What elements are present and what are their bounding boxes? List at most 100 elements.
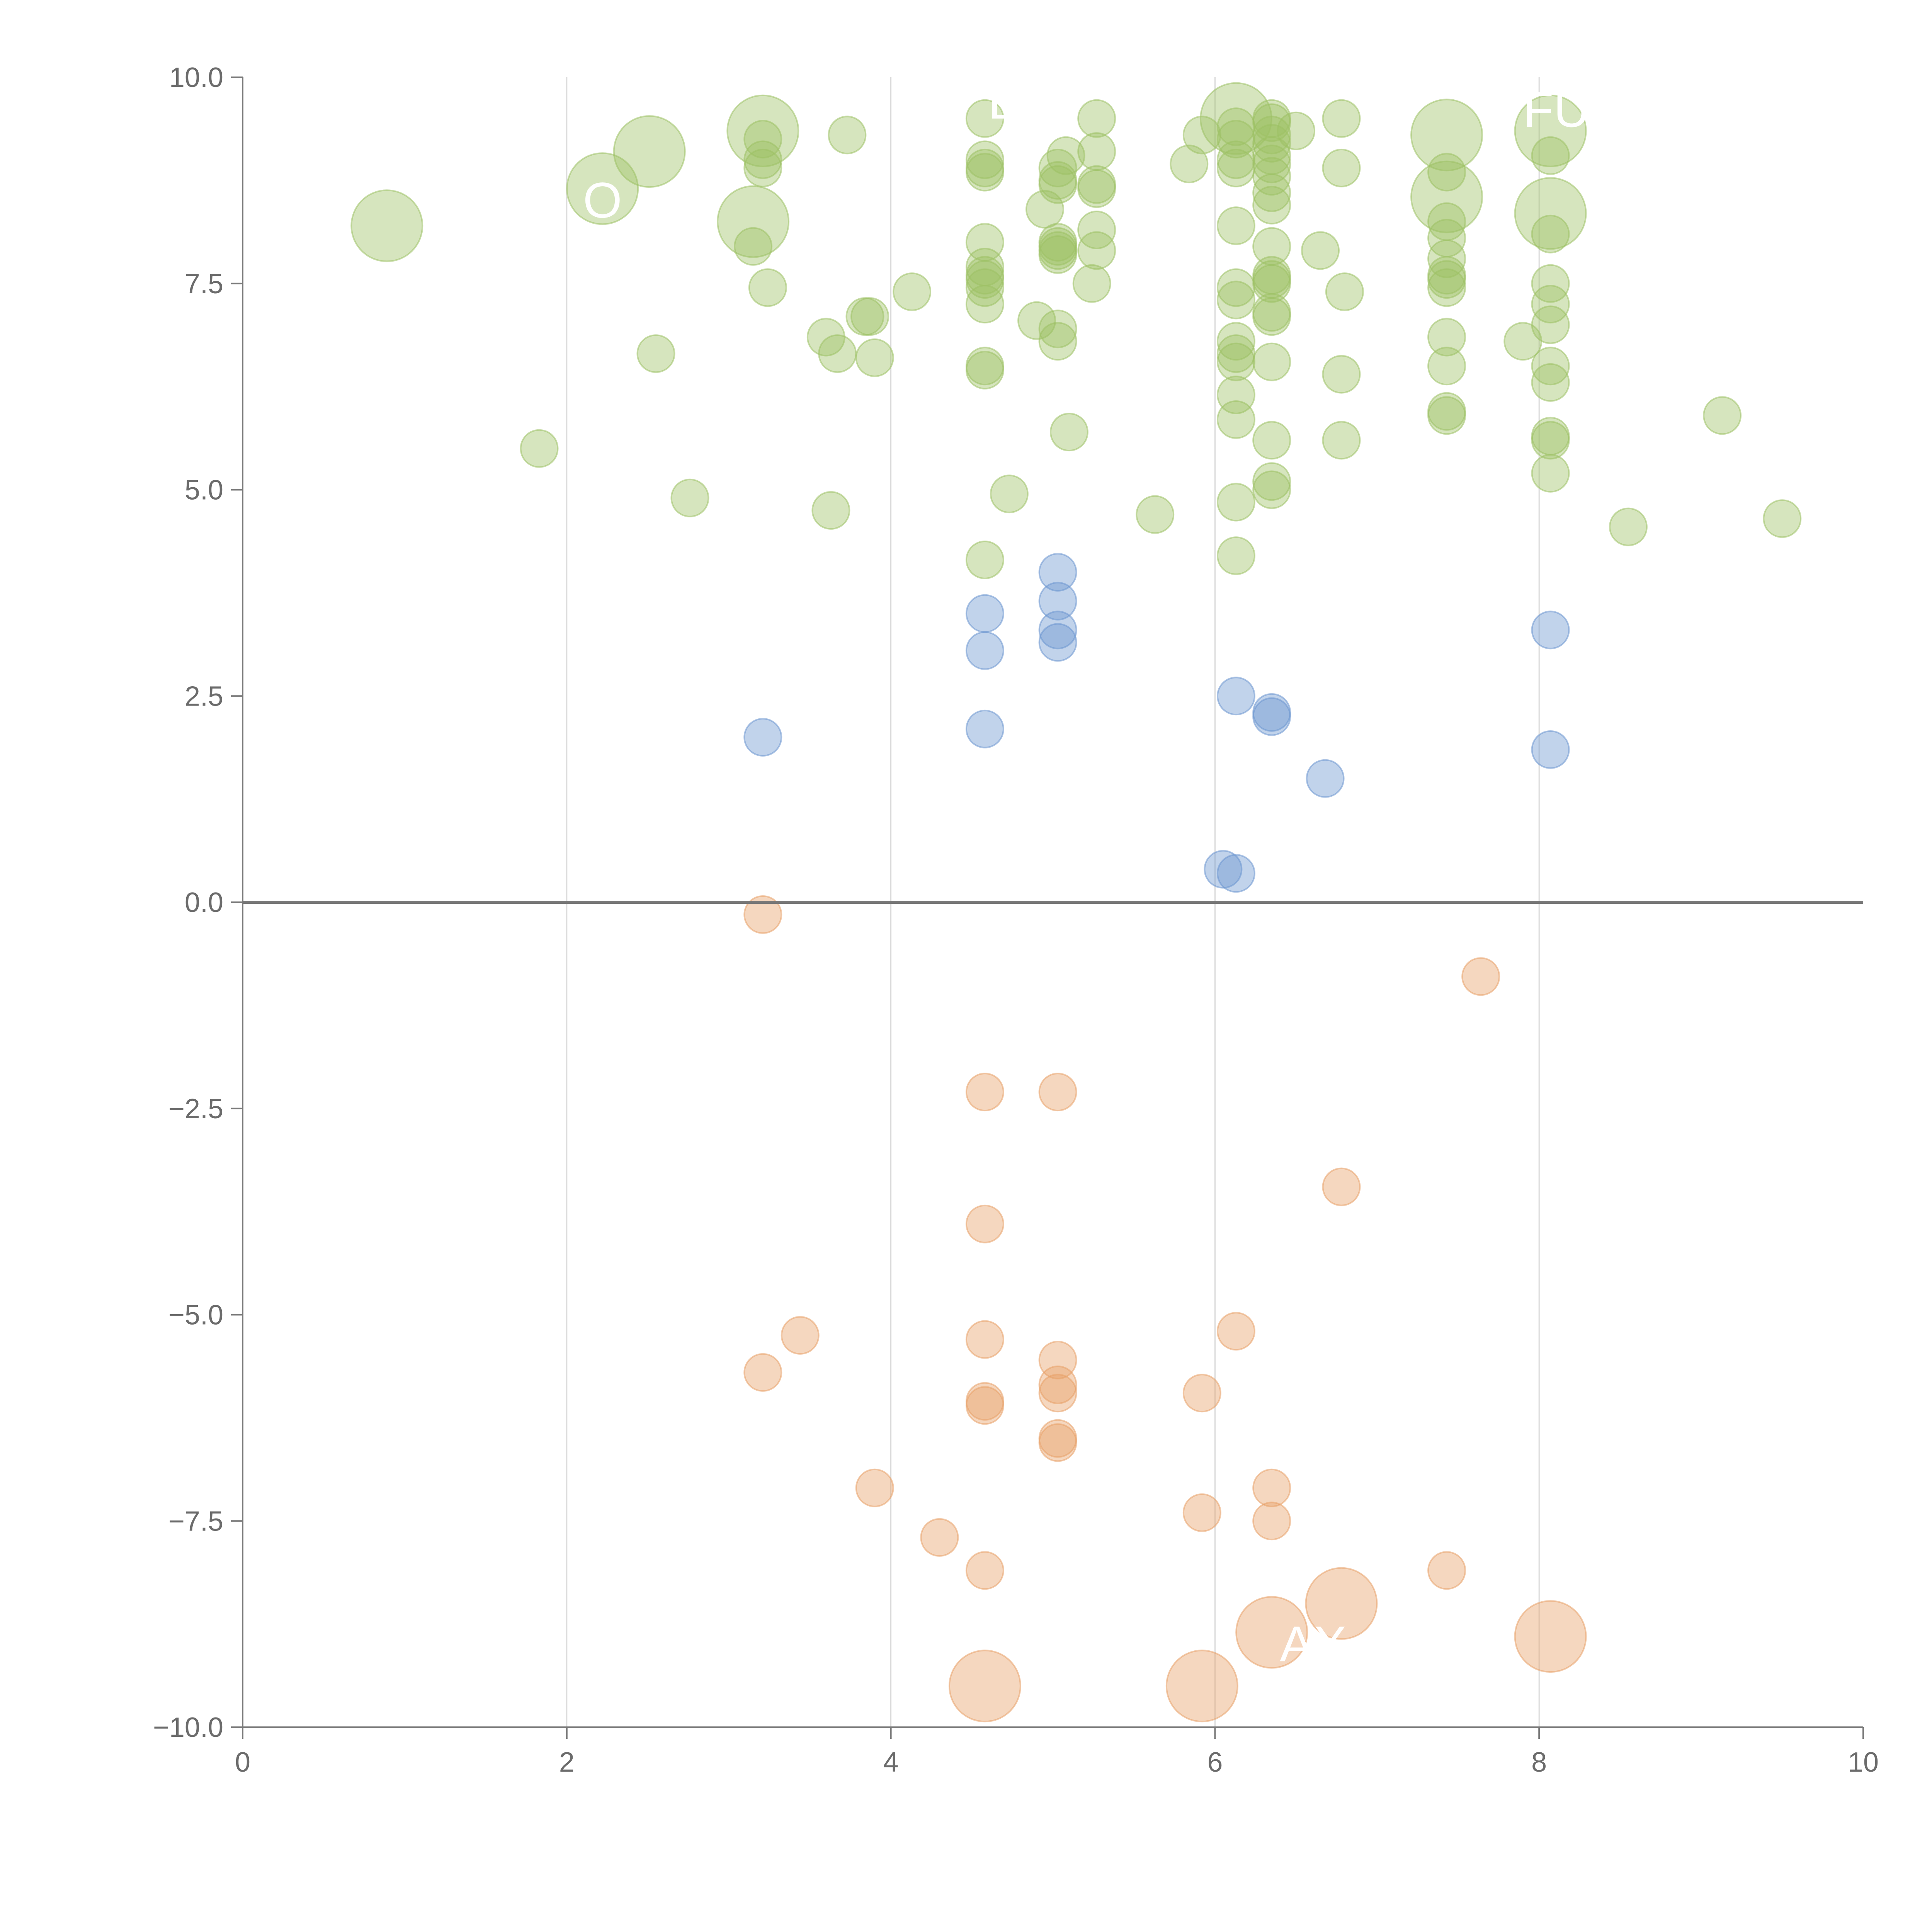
green-point-35: [965, 285, 1004, 324]
green-point-65: [1216, 140, 1255, 179]
x-tick-label-5: 10: [1848, 1747, 1879, 1778]
green-point-50: [1038, 322, 1077, 361]
green-point-111: [1427, 347, 1466, 386]
green-point-21: [828, 116, 867, 155]
green-point-10: [520, 429, 559, 468]
x-tick-label-3: 6: [1207, 1747, 1223, 1778]
green-point-52: [1049, 413, 1088, 452]
green-point-119: [1531, 305, 1570, 344]
green-point-6: [1410, 99, 1483, 172]
orange-point-26: [1165, 1650, 1238, 1723]
blue-point-8: [1204, 850, 1243, 889]
orange-point-21: [1252, 1502, 1291, 1541]
y-tick-label-1: 7.5: [185, 269, 223, 299]
green-point-61: [1170, 145, 1209, 184]
green-point-103: [1427, 153, 1466, 192]
green-point-39: [990, 474, 1029, 514]
green-point-95: [1252, 470, 1291, 509]
y-tick-label-2: 5.0: [185, 475, 223, 506]
orange-point-10: [965, 1551, 1004, 1590]
blue-point-0: [743, 718, 782, 757]
x-tick-label-4: 8: [1531, 1747, 1547, 1778]
green-point-124: [1531, 454, 1570, 493]
green-point-101: [1322, 421, 1361, 460]
overlay-label-0: E: [988, 73, 1022, 129]
x-tick-label-1: 2: [559, 1747, 575, 1778]
orange-point-5: [965, 1073, 1004, 1112]
green-point-93: [1252, 421, 1291, 460]
y-tick-label-4: 0.0: [185, 887, 223, 918]
green-point-0: [350, 189, 423, 262]
orange-point-19: [1216, 1312, 1255, 1351]
green-point-108: [1427, 260, 1466, 299]
overlay-label-1: FULL: [1523, 81, 1646, 138]
green-point-62: [1182, 116, 1221, 155]
blue-point-1: [965, 594, 1004, 633]
orange-point-18: [1182, 1493, 1221, 1532]
green-point-34: [965, 268, 1004, 307]
green-point-37: [965, 350, 1004, 389]
orange-point-20: [1252, 1468, 1291, 1507]
orange-point-13: [1038, 1366, 1077, 1404]
green-point-89: [1252, 264, 1291, 303]
data-points: [350, 82, 1802, 1723]
green-point-15: [743, 120, 782, 159]
overlay-label-2: O: [583, 172, 622, 228]
orange-point-16: [1038, 1423, 1077, 1462]
orange-point-7: [965, 1320, 1004, 1359]
x-tick-label-0: 0: [235, 1747, 250, 1778]
green-point-19: [811, 491, 850, 530]
green-point-75: [1216, 483, 1255, 522]
orange-point-28: [1305, 1567, 1378, 1640]
green-point-29: [965, 153, 1004, 192]
green-point-72: [1216, 342, 1255, 381]
green-point-64: [1216, 120, 1255, 159]
green-point-14: [748, 268, 787, 307]
y-tick-label-5: −2.5: [168, 1094, 223, 1124]
green-point-24: [855, 338, 894, 377]
green-point-23: [850, 297, 889, 336]
green-point-115: [1531, 136, 1570, 175]
blue-point-6: [1038, 611, 1077, 650]
blue-point-12: [1252, 697, 1291, 736]
green-point-121: [1531, 363, 1570, 402]
y-tick-label-7: −7.5: [168, 1506, 223, 1537]
orange-point-27: [1235, 1596, 1308, 1669]
green-point-40: [1017, 301, 1056, 340]
orange-point-23: [1427, 1551, 1466, 1590]
orange-point-9: [965, 1386, 1004, 1425]
green-point-11: [636, 334, 675, 373]
green-point-102: [1325, 272, 1364, 311]
green-point-74: [1216, 400, 1255, 439]
y-tick-label-0: 10.0: [169, 62, 223, 93]
green-point-13: [734, 227, 773, 266]
orange-point-6: [965, 1204, 1004, 1243]
overlay-label-3: AX: [1280, 1616, 1347, 1672]
blue-point-4: [1038, 553, 1077, 592]
green-point-98: [1322, 99, 1361, 138]
green-point-127: [1763, 499, 1802, 538]
blue-point-3: [965, 709, 1004, 748]
green-point-126: [1703, 396, 1742, 435]
blue-point-10: [1216, 854, 1255, 893]
green-point-76: [1216, 536, 1255, 575]
green-point-49: [1038, 310, 1077, 349]
green-point-27: [965, 140, 1004, 179]
green-point-3: [726, 94, 799, 167]
green-point-12: [670, 478, 709, 517]
green-point-96: [1277, 111, 1316, 150]
green-point-54: [1077, 99, 1116, 138]
blue-point-5: [1038, 582, 1077, 621]
orange-point-17: [1182, 1374, 1221, 1413]
y-tick-label-8: −10.0: [153, 1712, 223, 1743]
green-point-78: [1252, 103, 1291, 142]
green-point-117: [1531, 264, 1570, 303]
green-point-26: [965, 99, 1004, 138]
orange-point-14: [1038, 1374, 1077, 1413]
orange-point-11: [1038, 1073, 1077, 1112]
green-point-41: [1026, 190, 1064, 229]
green-point-42: [1038, 148, 1077, 187]
green-point-66: [1216, 148, 1255, 187]
orange-point-29: [1514, 1600, 1587, 1673]
blue-point-9: [1216, 677, 1255, 716]
